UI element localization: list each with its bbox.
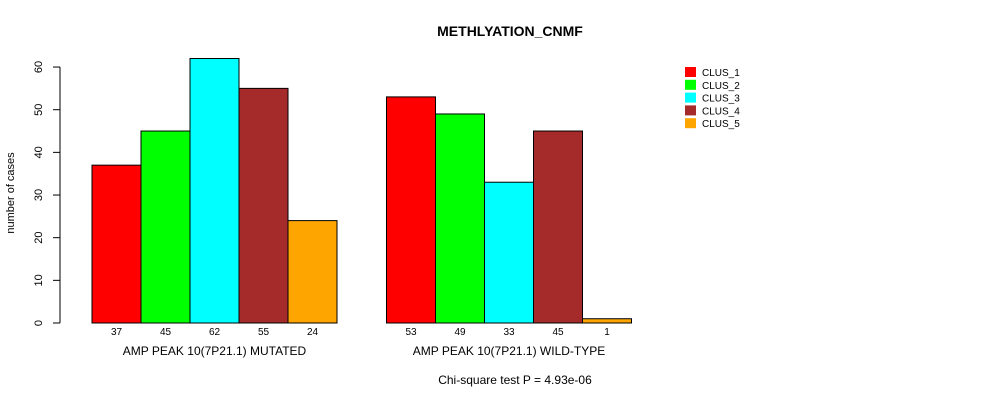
bar-clus-3-group-1 [189, 58, 240, 324]
legend-label: CLUS_1 [702, 68, 740, 79]
count-labels: 37 45 62 55 24 53 49 33 45 1 [111, 327, 610, 338]
bar-count-label: 62 [209, 327, 221, 338]
bar-clus-1-group-1 [91, 164, 142, 324]
bar-count-label: 53 [405, 327, 417, 338]
legend-label: CLUS_4 [702, 106, 740, 117]
legend-swatch-clus-2 [685, 79, 696, 90]
y-tick-label: 40 [33, 146, 45, 158]
bar-clus-2-group-2 [435, 113, 485, 324]
y-tick-label: 60 [33, 61, 45, 73]
bar-count-label: 37 [111, 327, 123, 338]
y-axis-label: number of cases [5, 152, 17, 234]
group-label-mutated: AMP PEAK 10(7P21.1) MUTATED [123, 344, 307, 358]
bar-count-label: 1 [604, 327, 610, 338]
bar-count-label: 45 [552, 327, 564, 338]
legend-swatch-clus-4 [685, 105, 696, 116]
y-tick-label: 30 [33, 189, 45, 201]
group-label-wild-type: AMP PEAK 10(7P21.1) WILD-TYPE [413, 344, 606, 358]
bar-count-label: 49 [454, 327, 466, 338]
y-tick-label: 0 [33, 320, 45, 326]
y-tick-label: 50 [33, 104, 45, 116]
legend-swatch-clus-3 [685, 92, 696, 103]
bars [91, 58, 632, 324]
bar-clus-5-group-1 [287, 220, 338, 324]
bar-clus-4-group-2 [533, 130, 583, 324]
bar-clus-5-group-2 [582, 318, 632, 324]
bar-clus-4-group-1 [238, 87, 289, 324]
bar-count-label: 24 [307, 327, 319, 338]
bar-clus-2-group-1 [140, 130, 191, 324]
bar-clus-3-group-2 [484, 181, 534, 324]
y-axis: 0 10 20 30 40 50 60 [33, 61, 61, 326]
bar-count-label: 45 [160, 327, 172, 338]
y-tick-label: 20 [33, 232, 45, 244]
legend-label: CLUS_5 [702, 119, 740, 130]
bar-clus-1-group-2 [386, 96, 436, 324]
chart-title: METHLYATION_CNMF [437, 23, 583, 39]
bar-count-label: 33 [503, 327, 515, 338]
legend-swatch-clus-1 [685, 67, 696, 77]
chi-square-annotation: Chi-square test P = 4.93e-06 [438, 373, 592, 387]
legend-label: CLUS_2 [702, 81, 740, 92]
legend-label: CLUS_3 [702, 94, 740, 105]
legend-swatch-clus-5 [685, 118, 696, 129]
bar-count-label: 55 [258, 327, 270, 338]
y-tick-label: 10 [33, 274, 45, 286]
